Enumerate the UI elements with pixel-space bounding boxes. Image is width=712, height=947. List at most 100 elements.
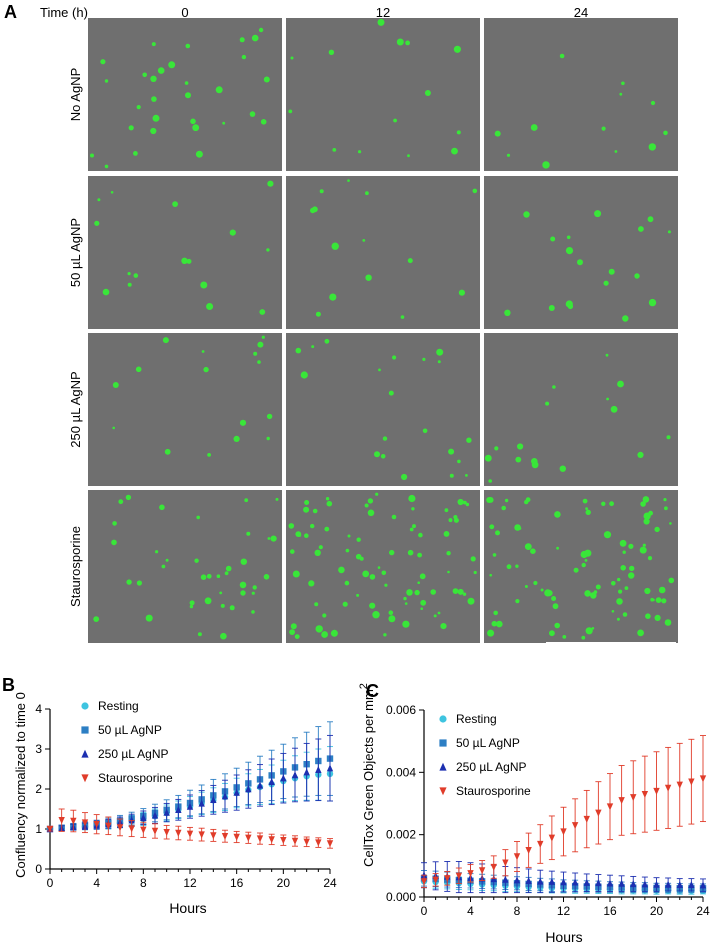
micrograph-tile [484,333,678,486]
green-cell [603,531,612,539]
green-cell [159,504,165,511]
y-tick-label: 0.004 [386,765,416,779]
green-cell [229,605,235,611]
x-tick-label: 20 [277,876,291,890]
green-cell [125,494,132,501]
green-cell [406,589,413,596]
green-cell [422,357,426,361]
panel-b-label: B [2,675,15,695]
green-cell [453,517,459,523]
green-cell [484,454,492,462]
data-point [560,828,567,836]
green-cell [622,315,629,322]
green-cell [669,522,672,525]
green-cell [668,577,675,584]
green-cell [548,305,555,311]
data-point [221,833,229,840]
x-tick-label: 0 [421,904,428,918]
data-point [583,815,590,823]
green-cell [369,602,376,609]
data-point [256,835,264,843]
green-cell [253,351,258,356]
green-cell [206,573,212,579]
green-cell [136,105,141,110]
green-cell [295,347,302,354]
green-cell [417,552,422,558]
data-point [105,822,112,830]
green-cell [225,565,232,572]
green-cell [472,188,478,194]
green-cell [111,539,117,546]
legend-label: Resting [98,699,139,713]
green-cell [249,111,256,117]
green-cell [389,549,395,556]
data-point [688,778,695,786]
green-cell [186,258,192,264]
green-cell [347,179,350,182]
legend-label: Staurosporine [98,771,173,785]
green-cell [241,54,247,60]
green-cell [647,216,654,223]
green-cell [611,610,615,613]
data-point [699,775,707,783]
x-tick-label: 24 [696,904,710,918]
green-cell [168,61,176,69]
legend: Resting 50 µL AgNP 250 µL AgNP Staurosporin… [81,699,173,785]
green-cell [559,53,565,59]
data-point [606,879,614,887]
green-cell [531,461,539,469]
green-cell [310,523,315,529]
data-point [444,875,451,883]
green-cell [582,498,588,504]
green-cell [393,118,397,123]
y-tick-label: 0.006 [386,703,416,717]
green-cell [201,350,205,353]
green-cell [655,597,662,603]
green-cell [251,591,255,595]
green-cell [150,75,157,83]
green-cell [663,130,668,136]
green-cell [628,572,635,579]
green-cell [266,436,270,441]
green-cell [584,559,588,562]
data-point [490,863,497,871]
green-cell [407,258,413,264]
green-cell [666,435,671,440]
green-cell [332,148,337,152]
green-cell [622,612,628,617]
green-cell [150,127,157,135]
green-cell [609,501,614,507]
green-cell [135,366,142,373]
data-point [151,811,159,819]
panel-c-y-axis-label-superscript: 2 [358,683,370,689]
green-cell [552,603,559,610]
green-cell [565,247,574,255]
green-cell [127,272,131,276]
green-cell [590,592,597,599]
green-cell [185,43,191,49]
green-cell [220,603,225,608]
y-tick-label: 1 [35,822,42,836]
green-cell [161,564,166,569]
green-cell [550,236,556,242]
green-cell [402,620,410,628]
time-label: 24 [574,5,588,20]
green-cell [133,151,138,156]
green-cell [258,27,264,33]
condition-label: No AgNP [68,68,83,121]
data-point [151,827,159,835]
panel-b: B Confluency normalized to time 0 Hours … [2,675,337,916]
green-cell [358,150,362,154]
green-cell [637,451,644,458]
data-point [280,837,287,844]
green-cell [643,518,650,525]
green-cell [155,550,159,554]
x-tick-label: 8 [514,904,521,918]
green-cell [315,625,323,633]
green-cell [100,59,106,65]
green-cell [195,150,203,158]
series [46,808,334,849]
green-cell [197,632,202,637]
green-cell [200,281,208,289]
green-cell [324,338,330,344]
